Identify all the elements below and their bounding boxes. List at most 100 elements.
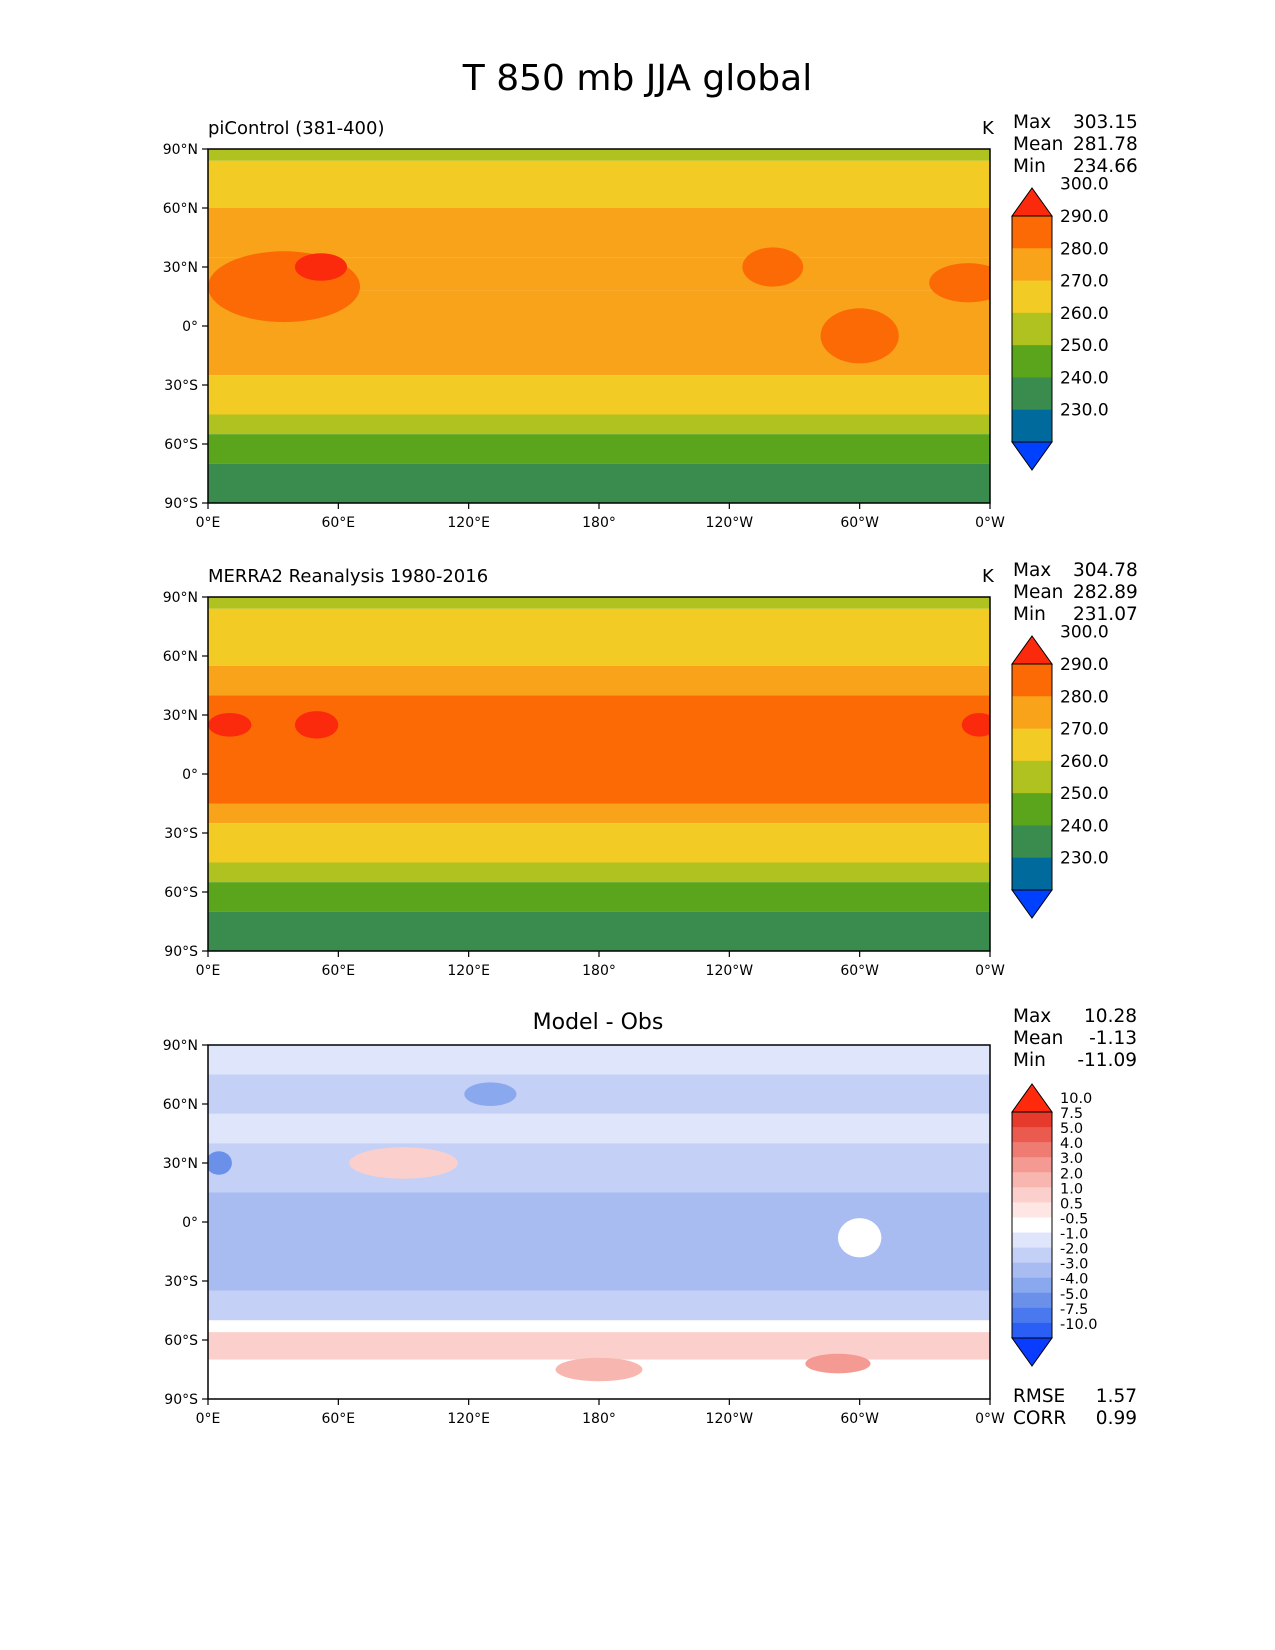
field-region [294, 253, 348, 281]
field-band [208, 695, 990, 804]
x-tick-label: 180° [582, 963, 616, 979]
field-band [208, 434, 990, 464]
colorbar-tick-label: 250.0 [1060, 336, 1109, 356]
colorbar-segment [1012, 248, 1052, 282]
x-tick-label: 0°E [196, 963, 221, 979]
y-tick-label: 60°N [163, 649, 198, 665]
panel-2-title: MERRA2 Reanalysis 1980-2016 [208, 566, 489, 587]
colorbar-tick-label: 280.0 [1060, 687, 1109, 707]
y-tick-label: 30°S [164, 1274, 198, 1290]
colorbar-tick-label: 10.0 [1060, 1091, 1092, 1107]
field-band [208, 911, 990, 951]
stat-row: Min 234.66 [1013, 156, 1138, 177]
field-region [820, 308, 899, 364]
colorbar-tick-label: 270.0 [1060, 720, 1109, 740]
x-tick-label: 120°E [447, 963, 490, 979]
y-tick-label: 60°S [164, 437, 198, 453]
colorbar-segment [1012, 696, 1052, 730]
colorbar-tick-label: 260.0 [1060, 304, 1109, 324]
y-tick-label: 60°N [163, 201, 198, 217]
colorbar-tick-label: 290.0 [1060, 655, 1109, 675]
x-tick-label: 120°W [706, 1411, 754, 1427]
x-tick-label: 120°E [447, 515, 490, 531]
colorbar-tick-label: 240.0 [1060, 816, 1109, 836]
colorbar-segment [1012, 1322, 1052, 1339]
field-band [208, 1290, 990, 1321]
stat-row: Max 304.78 [1013, 560, 1138, 581]
y-tick-label: 90°N [163, 142, 198, 158]
x-tick-label: 60°W [840, 1411, 879, 1427]
metric-row: RMSE 1.57 [1013, 1386, 1137, 1407]
field-band [208, 1074, 990, 1114]
colorbar-tick-label: 1.0 [1060, 1181, 1083, 1197]
panel-1-units: K [982, 118, 994, 139]
field-band [208, 149, 990, 161]
colorbar-segment [1012, 1292, 1052, 1309]
y-tick-label: 0° [182, 1215, 198, 1231]
panel-3-stats: Max 10.28 Mean -1.13 Min -11.09 [1013, 1006, 1137, 1072]
stat-row: Min -11.09 [1013, 1050, 1137, 1071]
field-band [208, 882, 990, 912]
x-tick-label: 60°E [321, 1411, 355, 1427]
field-region [929, 263, 990, 303]
colorbar-segment [1012, 1157, 1052, 1173]
x-tick-label: 0°E [196, 515, 221, 531]
y-tick-label: 90°N [163, 590, 198, 606]
panel-3-metrics: RMSE 1.57 CORR 0.99 [1013, 1386, 1137, 1430]
colorbar-tick-label: 290.0 [1060, 207, 1109, 227]
field-band [208, 160, 990, 208]
y-tick-label: 60°S [164, 885, 198, 901]
colorbar-tick-label: 0.5 [1060, 1196, 1083, 1212]
colorbar-segment [1012, 345, 1052, 378]
figure-title: T 850 mb JJA global [462, 58, 813, 99]
panel-1-stats: Max 303.15 Mean 281.78 Min 234.66 [1013, 112, 1138, 178]
colorbar-segment [1012, 825, 1052, 859]
field-region [349, 1147, 458, 1179]
x-tick-label: 180° [582, 515, 616, 531]
field-band [208, 1320, 990, 1333]
colorbar-segment [1012, 857, 1052, 891]
colorbar-segment [1012, 1112, 1052, 1128]
y-tick-label: 60°N [163, 1097, 198, 1113]
colorbar-tick-label: 240.0 [1060, 368, 1109, 388]
colorbar-tick-label: 260.0 [1060, 752, 1109, 772]
y-tick-label: 0° [182, 767, 198, 783]
x-tick-label: 120°W [706, 963, 754, 979]
colorbar-tick-label: 2.0 [1060, 1166, 1083, 1182]
colorbar-tick-label: -5.0 [1060, 1287, 1088, 1303]
colorbar-segment [1012, 216, 1052, 249]
colorbar-tick-label: 5.0 [1060, 1121, 1083, 1137]
colorbar-segment [1012, 1247, 1052, 1264]
x-tick-label: 120°W [706, 515, 754, 531]
colorbar-segment [1012, 312, 1052, 346]
stat-row: Min 231.07 [1013, 604, 1138, 625]
colorbar-extend-min [1011, 1337, 1053, 1367]
field-band [208, 862, 990, 883]
field-band [208, 823, 990, 863]
colorbar-tick-label: 300.0 [1060, 175, 1109, 195]
field-layer [208, 1045, 990, 1399]
field-region [805, 1353, 871, 1374]
x-tick-label: 0°W [975, 1411, 1005, 1427]
stat-row: Mean 282.89 [1013, 582, 1138, 603]
y-tick-label: 30°S [164, 378, 198, 394]
field-band [208, 375, 990, 415]
colorbar-segment [1012, 280, 1052, 314]
colorbar-segment [1012, 1262, 1052, 1279]
colorbar-extend-min [1011, 889, 1053, 919]
colorbar-tick-label: 250.0 [1060, 784, 1109, 804]
colorbar-extend-max [1011, 635, 1053, 665]
field-band [208, 1143, 990, 1193]
metric-row: CORR 0.99 [1013, 1408, 1137, 1429]
field-region [208, 713, 252, 737]
field-band [208, 208, 990, 258]
y-tick-label: 90°N [163, 1038, 198, 1054]
field-band [208, 608, 990, 666]
y-tick-label: 30°N [163, 260, 198, 276]
colorbar-tick-label: 230.0 [1060, 849, 1109, 869]
y-tick-label: 0° [182, 319, 198, 335]
colorbar-extend-max [1011, 187, 1053, 217]
colorbar-tick-label: -7.5 [1060, 1302, 1088, 1318]
colorbar-segment [1012, 793, 1052, 826]
